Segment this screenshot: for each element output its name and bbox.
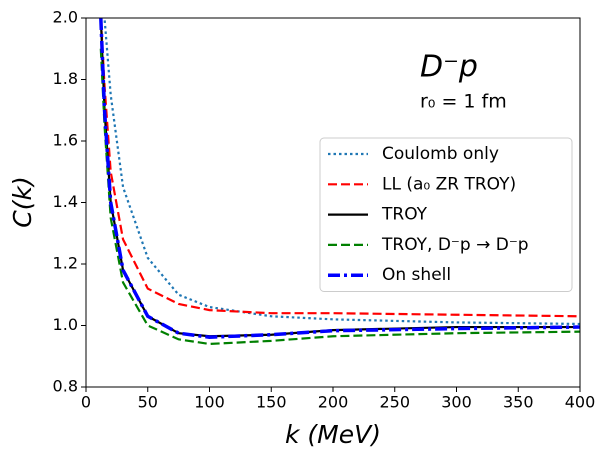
y-tick-label: 1.8 <box>53 69 78 88</box>
y-tick-label: 1.4 <box>53 192 78 211</box>
series-line <box>99 18 580 318</box>
legend-box <box>319 137 573 292</box>
annotation: r₀ = 1 fm <box>420 91 507 113</box>
y-tick-label: 1.0 <box>53 315 78 334</box>
y-tick-label: 2.0 <box>53 8 78 27</box>
plot-area <box>99 18 580 346</box>
legend-label: LL (a₀ ZR TROY) <box>382 174 516 194</box>
legend-label: TROY, D⁻p → D⁻p <box>381 235 529 255</box>
legend-label: Coulomb only <box>382 144 499 164</box>
plot-frame <box>85 17 581 388</box>
x-axis-label: k (MeV) <box>285 420 381 449</box>
x-tick-label: 100 <box>194 393 225 412</box>
x-tick-label: 250 <box>379 393 410 412</box>
y-tick-label: 0.8 <box>53 377 78 396</box>
legend-label: On shell <box>382 265 451 285</box>
x-tick-label: 150 <box>256 393 287 412</box>
x-tick-label: 350 <box>503 393 534 412</box>
y-tick-label: 1.2 <box>53 254 78 273</box>
y-tick-label: 1.6 <box>53 131 78 150</box>
annotation: D⁻p <box>420 50 478 85</box>
x-tick-label: 0 <box>81 393 91 412</box>
x-tick-label: 400 <box>565 393 596 412</box>
x-tick-label: 200 <box>318 393 349 412</box>
x-tick-label: 300 <box>441 393 472 412</box>
legend-label: TROY <box>381 205 428 225</box>
series-line <box>99 18 580 339</box>
x-tick-label: 50 <box>138 393 158 412</box>
y-axis-label: C(k) <box>8 176 37 227</box>
